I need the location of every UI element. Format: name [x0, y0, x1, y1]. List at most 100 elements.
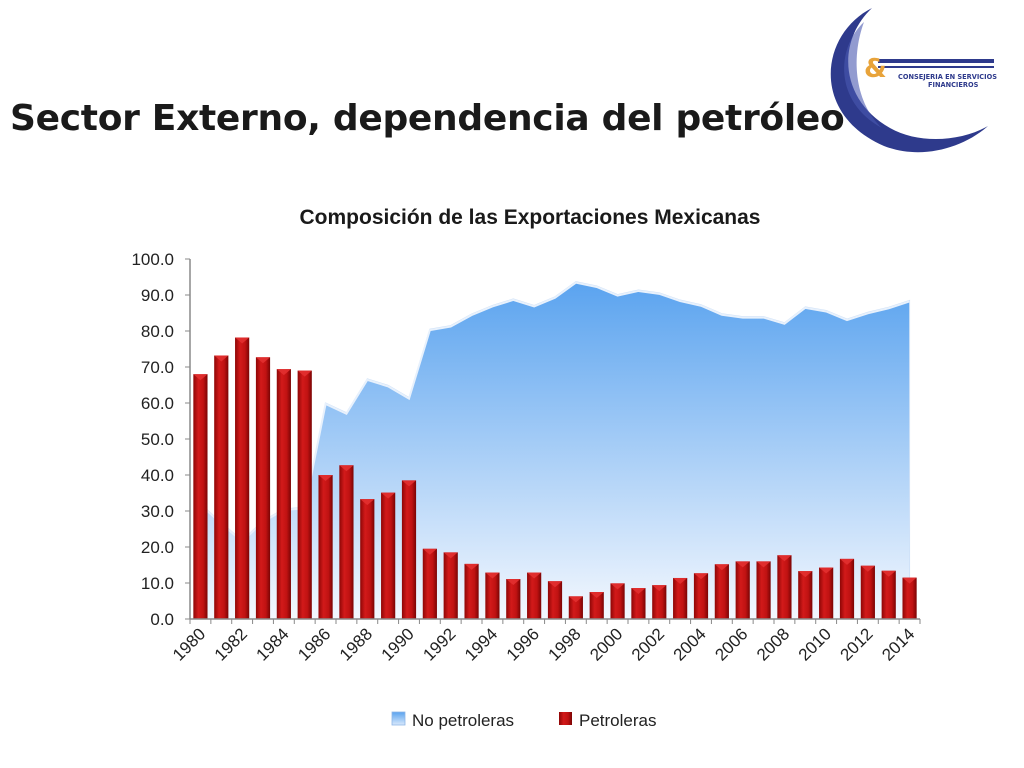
bar-petroleras — [652, 585, 667, 619]
x-tick-label: 1998 — [545, 624, 585, 664]
bar-petroleras — [735, 561, 750, 619]
bar-petroleras — [401, 480, 417, 619]
bar-petroleras — [193, 374, 208, 619]
bar-cap — [673, 577, 688, 584]
bar-cap — [255, 357, 271, 364]
logo-text-line2: FINANCIEROS — [928, 81, 979, 89]
chart-title: Composición de las Exportaciones Mexican… — [300, 206, 761, 229]
bar-cap — [589, 592, 604, 598]
bar-cap — [381, 492, 396, 499]
bar-cap — [714, 564, 729, 571]
bar-petroleras — [839, 558, 855, 619]
x-tick-label: 1996 — [503, 624, 543, 664]
bar-petroleras — [527, 572, 542, 619]
y-tick-label: 60.0 — [141, 394, 174, 413]
bar-petroleras — [360, 499, 375, 619]
bar-cap — [422, 548, 437, 555]
bar-petroleras — [318, 475, 333, 619]
bar-cap — [568, 596, 583, 603]
x-tick-label: 2008 — [753, 624, 793, 664]
bar-cap — [276, 369, 291, 376]
bar-petroleras — [568, 596, 583, 619]
bar-cap — [631, 588, 646, 595]
bar-cap — [881, 570, 896, 577]
x-axis: 1980 1982 1984 1986 1988 1990 1992 1994 1996 1998… — [169, 618, 921, 665]
bar-petroleras — [255, 357, 271, 619]
bar-petroleras — [214, 355, 229, 619]
bar-cap — [318, 475, 333, 481]
bar-cap — [610, 583, 625, 590]
bar-cap — [693, 573, 709, 580]
x-tick-label: 1994 — [461, 624, 501, 664]
bar-petroleras — [777, 555, 792, 619]
bar-cap — [235, 337, 250, 344]
bar-petroleras — [610, 583, 625, 619]
x-tick-label: 1982 — [211, 624, 251, 664]
x-tick-label: 2000 — [586, 624, 626, 664]
bar-petroleras — [443, 552, 458, 619]
bar-layer — [193, 337, 917, 619]
logo-text-line1: CONSEJERIA EN SERVICIOS — [898, 73, 997, 81]
bar-petroleras — [547, 581, 563, 619]
bar-cap — [819, 567, 834, 574]
bar-cap — [214, 355, 229, 362]
bar-petroleras — [422, 548, 437, 619]
x-tick-label: 2006 — [711, 624, 751, 664]
bar-cap — [777, 555, 792, 562]
bar-cap — [193, 374, 208, 381]
bar-petroleras — [631, 588, 646, 619]
x-tick-label: 1984 — [253, 624, 293, 664]
bar-petroleras — [714, 564, 729, 619]
y-tick-label: 100.0 — [131, 250, 174, 269]
bar-petroleras — [276, 369, 291, 619]
bar-cap — [547, 581, 563, 588]
x-tick-label: 2004 — [670, 624, 710, 664]
bar-cap — [756, 561, 771, 568]
y-tick-label: 0.0 — [150, 610, 174, 629]
bar-cap — [506, 579, 521, 586]
x-tick-label: 1980 — [169, 624, 209, 664]
y-tick-label: 40.0 — [141, 466, 174, 485]
bar-petroleras — [756, 561, 771, 619]
slide-title: Sector Externo, dependencia del petróleo — [10, 98, 845, 139]
bar-cap — [485, 572, 500, 579]
bar-petroleras — [381, 492, 396, 619]
legend-label-no-petroleras: No petroleras — [412, 711, 514, 730]
bar-petroleras — [881, 570, 896, 619]
bar-petroleras — [506, 579, 521, 619]
bar-cap — [401, 480, 417, 487]
x-tick-label: 2010 — [795, 624, 835, 664]
bar-petroleras — [235, 337, 250, 619]
x-tick-label: 1992 — [419, 624, 459, 664]
area-top-edge — [199, 281, 910, 543]
bar-cap — [839, 558, 855, 565]
bar-petroleras — [589, 592, 604, 619]
bar-cap — [339, 465, 354, 472]
x-tick-label: 1988 — [336, 624, 376, 664]
x-tick-label: 1986 — [294, 624, 334, 664]
bar-cap — [798, 571, 813, 578]
y-tick-label: 70.0 — [141, 358, 174, 377]
bar-cap — [297, 370, 312, 377]
y-tick-label: 90.0 — [141, 286, 174, 305]
y-tick-label: 10.0 — [141, 574, 174, 593]
bar-cap — [735, 561, 750, 568]
company-logo: & CONSEJERIA EN SERVICIOS FINANCIEROS — [830, 8, 997, 153]
bar-petroleras — [339, 465, 354, 619]
x-tick-label: 2002 — [628, 624, 668, 664]
bar-petroleras — [819, 567, 834, 619]
bar-cap — [527, 572, 542, 579]
bar-cap — [902, 577, 917, 584]
y-tick-label: 20.0 — [141, 538, 174, 557]
x-tick-label: 2012 — [837, 624, 877, 664]
bar-petroleras — [464, 563, 479, 619]
legend-swatch-no-petroleras — [391, 711, 406, 726]
bar-petroleras — [902, 577, 917, 619]
legend-swatch-petroleras — [559, 712, 572, 725]
y-tick-label: 80.0 — [141, 322, 174, 341]
bar-petroleras — [485, 572, 500, 619]
logo-arc-inner — [844, 22, 882, 128]
x-tick-label: 1990 — [378, 624, 418, 664]
logo-line-2 — [878, 66, 994, 68]
